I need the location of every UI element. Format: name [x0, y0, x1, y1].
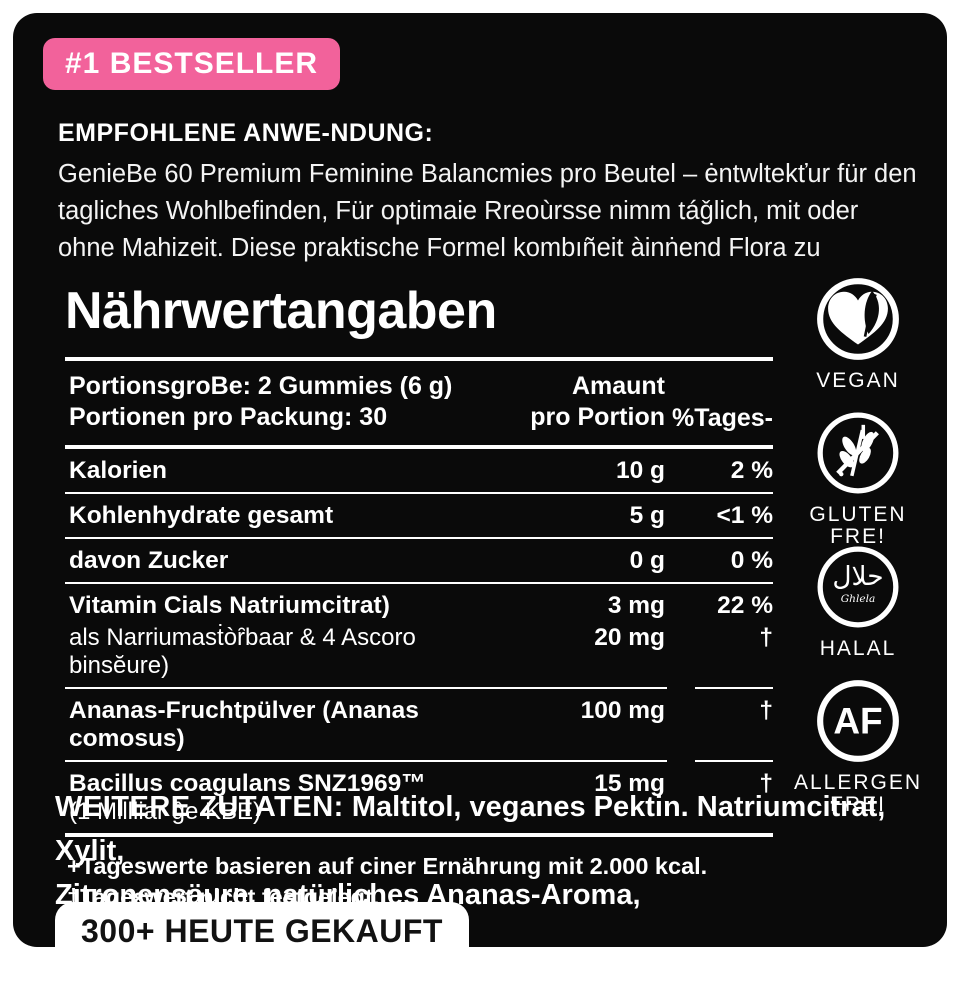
divider — [65, 833, 773, 837]
nutrient-amount: 15 mg — [594, 770, 665, 797]
divider — [65, 537, 773, 539]
usage-heading: EMPFOHLENE ANWE-NDUNG: — [58, 119, 434, 147]
ingredients-line: Maltitol, veganes Pektin. Natriumcitrat,… — [55, 791, 886, 867]
table-row: Bacillus coagulans SNZ1969™ (1 Millliar … — [65, 762, 773, 833]
divider — [65, 445, 773, 449]
af-monogram: AF — [833, 700, 882, 741]
serving-size: PortionsgroBe: 2 Gummies (6 g) — [69, 372, 453, 400]
vegan-label: VEGAN — [816, 369, 900, 392]
divider — [65, 760, 773, 762]
usage-text-line: ohne Mahizeit. Diese praktische Formel k… — [58, 234, 821, 262]
nutrition-table-header: PortionsgroBe: 2 Gummies (6 g) Portionen… — [65, 361, 773, 445]
gluten-free-wheat-icon — [817, 412, 899, 494]
servings-per-pack: Portionen pro Packung: 30 — [69, 403, 388, 431]
nutrient-name-secondary: als Narriumasṫòȓbaar & 4 Ascoro binsĕure… — [69, 624, 416, 679]
nutrient-dv: † — [759, 624, 773, 651]
divider — [65, 687, 773, 689]
bestseller-badge: #1 BESTSELLER — [43, 38, 341, 90]
nutrient-amount: 5 g — [629, 502, 665, 529]
halal-arabic-icon: حلال Ghlela — [817, 546, 899, 628]
ingredients-label: WEITERE ZUTATEN: — [55, 791, 344, 823]
nutrition-facts-table: Nährwertangaben PortionsgroBe: 2 Gummies… — [65, 275, 773, 913]
halal-script-text: Ghlela — [841, 593, 876, 605]
table-row: Ananas-Fruchtpülver (Ananas comosus) 100… — [65, 689, 773, 760]
nutrient-amount: 3 mg — [607, 592, 665, 619]
vegan-badge: VEGAN — [793, 275, 923, 393]
purchased-today-badge: 300+ HEUTE GEKAUFT — [55, 902, 469, 983]
nutrient-name-secondary: (1 Millliar ĝe KBE) — [69, 798, 262, 825]
halal-label: HALAL — [819, 637, 897, 660]
gluten-free-label-line2: FRE! — [830, 525, 886, 548]
nutrient-amount: 20 mg — [594, 624, 665, 651]
halal-arabic-text: حلال — [832, 561, 883, 592]
divider — [65, 582, 773, 584]
nutrient-amount: 100 mg — [580, 697, 665, 724]
nutrient-dv: 22 % — [717, 592, 773, 619]
nutrient-dv: 2 % — [730, 457, 773, 484]
allergen-free-af-icon: AF — [817, 680, 899, 762]
nutrient-name: Kohlenhydrate gesamt — [69, 502, 334, 529]
nutrient-dv: <1 % — [716, 502, 773, 529]
table-row: davon Zucker 0 g 0 % — [65, 539, 773, 582]
nutrition-title: Nährwertangaben — [65, 282, 497, 340]
usage-text-line: tagliches Wohlbefinden, Für optimaie Rre… — [58, 197, 859, 225]
table-row: Vitamin Cials Natriumcitrat) 3 mg 22 % — [65, 584, 773, 622]
nutrient-dv: † — [759, 697, 773, 724]
nutrient-dv: 0 % — [730, 547, 773, 574]
nutrient-amount: 0 g — [629, 547, 665, 574]
product-label-panel: #1 BESTSELLER EMPFOHLENE ANWE-NDUNG: Gen… — [13, 13, 947, 999]
gluten-free-label-line1: GLUTEN — [809, 503, 907, 526]
allergen-free-label-line1: ALLERGEN — [793, 771, 923, 794]
table-row: Kohlenhydrate gesamt 5 g <1 % — [65, 494, 773, 537]
halal-badge: حلال Ghlela HALAL — [793, 543, 923, 661]
nutrient-amount: 10 g — [615, 457, 665, 484]
vegan-heart-leaf-icon — [817, 278, 899, 360]
nutrient-name: Ananas-Fruchtpülver (Ananas comosus) — [69, 697, 419, 752]
allergen-free-label-line2: FREI — [830, 793, 886, 816]
nutrient-name: davon Zucker — [69, 547, 229, 574]
footnote-daily-values: +Tageswerte basieren auf ciner Ernährung… — [67, 853, 708, 879]
nutrient-name: Kalorien — [69, 457, 168, 484]
usage-text-line: GenieBe 60 Premium Feminine Balancmies p… — [58, 160, 917, 188]
amount-header: pro Portion — [530, 403, 665, 431]
nutrient-name: Bacillus coagulans SNZ1969™ — [69, 770, 426, 797]
table-row: Kalorien 10 g 2 % — [65, 449, 773, 492]
gluten-free-badge: GLUTEN FRE! — [793, 409, 923, 549]
nutrient-dv: † — [759, 770, 773, 797]
footnotes: +Tageswerte basieren auf ciner Ernährung… — [65, 851, 773, 913]
amount-header: Amaunt — [571, 372, 665, 400]
usage-section: EMPFOHLENE ANWE-NDUNG: GenieBe 60 Premiu… — [58, 119, 918, 267]
allergen-free-badge: AF ALLERGEN FREI — [793, 677, 923, 817]
nutrient-name: Vitamin Cials Natriumcitrat) — [69, 592, 390, 619]
divider — [65, 357, 773, 361]
divider — [65, 492, 773, 494]
daily-value-header: %Tages- — [672, 404, 773, 432]
table-row: als Narriumasṫòȓbaar & 4 Ascoro binsĕure… — [65, 622, 773, 687]
